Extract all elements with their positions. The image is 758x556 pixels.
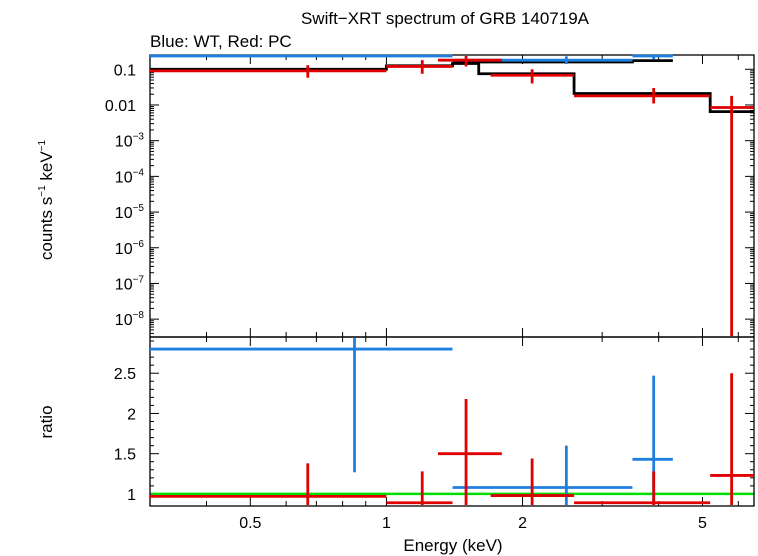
y-tick-label: 1.5 (114, 447, 136, 464)
y-tick-label: 1 (127, 487, 136, 504)
ylabel-sup-1: −1 (37, 185, 48, 197)
top-panel-frame (149, 54, 755, 338)
y-tick-label: 10−6 (115, 239, 145, 258)
y-axis-label-ratio: ratio (37, 405, 56, 438)
chart-title: Swift−XRT spectrum of GRB 140719A (301, 9, 590, 28)
y-tick-label: 10−4 (115, 167, 145, 186)
x-tick-label: 1 (382, 515, 391, 532)
model-step-line (150, 62, 754, 114)
y-tick-label: 2 (127, 406, 136, 423)
ylabel-sup-2: −1 (37, 139, 48, 151)
x-axis-label: Energy (keV) (403, 536, 502, 555)
y-tick-label: 2.5 (114, 366, 136, 383)
bottom-panel-frame (149, 336, 755, 507)
ylabel-part-1: counts s (37, 197, 56, 260)
bottom-panel: 0.5 1 2 5 1 1.5 2 2.5 (114, 336, 755, 532)
y-axis-label-counts: counts s−1 keV−1 (37, 139, 56, 260)
x-tick-label: 5 (698, 515, 707, 532)
x-tick-label: 2 (518, 515, 527, 532)
top-panel: 0.1 0.01 10−3 10−4 10−5 10−6 10−7 10−8 (105, 54, 755, 338)
chart-subtitle: Blue: WT, Red: PC (150, 32, 292, 51)
y-tick-label: 0.1 (114, 62, 136, 79)
x-tick-label: 0.5 (239, 515, 261, 532)
y-tick-label: 10−8 (115, 310, 145, 329)
y-tick-label: 0.01 (105, 98, 136, 115)
ylabel-part-2: keV (37, 151, 56, 186)
y-tick-label: 10−5 (115, 203, 145, 222)
y-tick-label: 10−7 (115, 274, 145, 293)
y-tick-label: 10−3 (115, 132, 145, 151)
